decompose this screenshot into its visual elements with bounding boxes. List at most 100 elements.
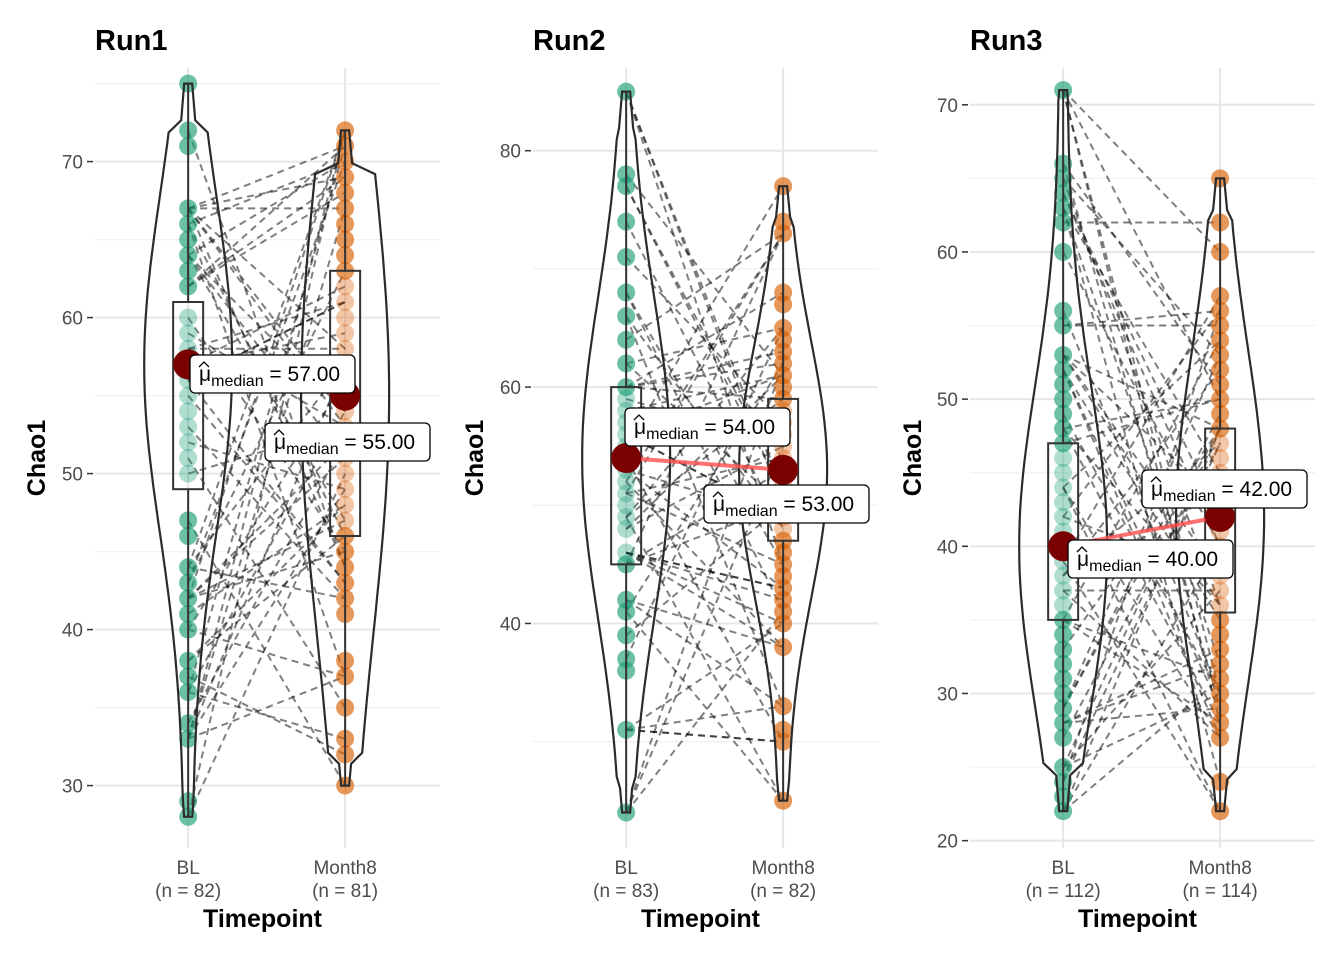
paired-line	[1062, 177, 1221, 356]
y-tick-label: 30	[937, 684, 958, 705]
x-tick-label: Month8	[313, 858, 376, 879]
data-point	[617, 519, 636, 538]
y-axis-title: Chao1	[461, 420, 489, 497]
violin-outline-bl	[581, 90, 672, 814]
paired-line	[1062, 89, 1221, 253]
label-value: = 57.00	[264, 363, 340, 386]
y-tick-label: 60	[500, 378, 521, 399]
label-text: μmedian = 42.00	[1151, 478, 1292, 505]
paired-line	[625, 504, 784, 566]
paired-line	[187, 675, 346, 740]
paired-line	[625, 232, 784, 494]
median-line	[625, 456, 784, 472]
median-label: μmedian = 57.00	[189, 354, 356, 394]
paired-line	[187, 675, 346, 756]
paired-line	[187, 285, 346, 366]
paired-line	[187, 519, 346, 600]
label-box	[624, 407, 791, 447]
paired-line	[1062, 648, 1221, 724]
data-point	[336, 277, 355, 296]
median-label: μmedian = 55.00	[264, 422, 431, 462]
paired-line	[1062, 369, 1222, 739]
paired-line	[625, 185, 784, 447]
data-point	[179, 308, 198, 327]
paired-line	[625, 291, 784, 388]
paired-line	[1062, 354, 1221, 430]
paired-line	[625, 457, 784, 495]
label-subscript: median	[646, 426, 698, 443]
mu-symbol: μ	[634, 416, 646, 439]
label-text: μmedian = 54.00	[634, 416, 775, 443]
data-point	[336, 495, 355, 514]
paired-line	[625, 551, 784, 589]
hat-icon	[1076, 546, 1088, 553]
data-point	[1054, 581, 1073, 600]
data-point	[617, 472, 636, 491]
paired-line	[187, 161, 347, 584]
y-tick-label: 40	[500, 614, 521, 635]
hat-icon	[712, 491, 724, 498]
panel-title: Run3	[970, 25, 1043, 57]
label-value: = 55.00	[339, 431, 415, 454]
paired-line	[187, 535, 346, 662]
y-tick-label: 30	[62, 777, 83, 798]
hat-icon	[198, 361, 210, 368]
panel-run1: 30 40 50 60 70 Run1 Chao1 Timepoint BL(n = 82) Mo…	[23, 25, 440, 933]
data-point	[1054, 449, 1073, 467]
data-point	[336, 324, 355, 343]
violin-outline-month8	[737, 185, 829, 802]
paired-line	[1062, 207, 1222, 665]
paired-line	[187, 441, 346, 491]
paired-line	[1062, 163, 1221, 385]
paired-line	[625, 598, 784, 708]
data-point	[179, 402, 198, 421]
label-box	[264, 422, 431, 462]
paired-line	[1062, 89, 1222, 400]
x-count-label: (n = 81)	[312, 881, 378, 902]
y-tick-label: 80	[500, 142, 521, 163]
median-label: μmedian = 42.00	[1141, 469, 1308, 509]
data-point	[336, 339, 355, 358]
label-subscript: median	[1089, 558, 1141, 575]
data-point	[1054, 596, 1073, 615]
hat-icon	[273, 429, 285, 436]
paired-line	[187, 691, 346, 740]
data-point	[617, 389, 636, 408]
x-tick-label: BL	[615, 858, 638, 879]
panel-run3: 20 30 40 50 60 70 Run3 Chao1 Timepoint BL(n = 112…	[899, 25, 1315, 933]
paired-line	[626, 386, 784, 400]
x-tick-label: Month8	[751, 858, 814, 879]
data-point	[617, 496, 636, 515]
paired-line	[1062, 398, 1221, 445]
paired-line	[187, 332, 346, 428]
x-axis-title: Timepoint	[1078, 905, 1198, 933]
label-box	[189, 354, 356, 394]
paired-line	[1062, 354, 1221, 577]
paired-line	[626, 705, 784, 731]
y-tick-label: 40	[937, 537, 958, 558]
paired-line	[187, 426, 346, 600]
x-count-label: (n = 82)	[750, 881, 816, 902]
paired-line	[1062, 515, 1221, 577]
paired-line	[187, 628, 346, 678]
label-box	[1067, 539, 1234, 579]
paired-line	[625, 232, 784, 341]
paired-line	[625, 221, 785, 530]
paired-line	[625, 469, 784, 589]
data-point	[1211, 596, 1230, 615]
median-point	[768, 454, 799, 485]
paired-line	[187, 317, 346, 553]
data-point	[1054, 493, 1073, 512]
paired-line	[1062, 413, 1222, 709]
label-value: = 40.00	[1142, 548, 1218, 571]
paired-line	[187, 379, 346, 631]
paired-line	[187, 130, 347, 568]
paired-line	[625, 398, 784, 518]
mu-symbol: μ	[199, 363, 211, 386]
data-point	[1211, 449, 1230, 467]
label-subscript: median	[286, 441, 338, 458]
y-axis-title: Chao1	[23, 420, 51, 497]
panel-title: Run2	[533, 25, 606, 57]
paired-line	[625, 516, 784, 802]
